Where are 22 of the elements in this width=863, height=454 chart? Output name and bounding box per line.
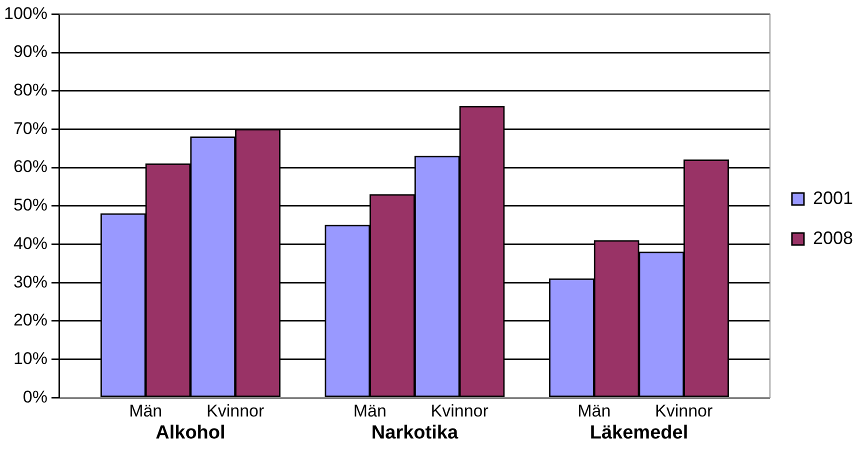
y-tick-label: 20%	[13, 310, 48, 330]
y-tick-label: 60%	[13, 157, 48, 176]
y-tick-label: 30%	[13, 272, 48, 292]
y-tick-label: 10%	[13, 348, 48, 368]
legend-label: 2001	[812, 188, 854, 208]
y-tick-label: 70%	[13, 118, 48, 138]
legend-label: 2008	[812, 228, 854, 248]
y-tick-label: 0%	[22, 387, 48, 406]
y-tick-label: 90%	[13, 42, 48, 62]
y-tick-label: 100%	[4, 4, 48, 23]
x-tick-label: Kvinnor	[430, 401, 489, 420]
x-tick-label: Män	[129, 401, 162, 420]
y-tick-label: 50%	[13, 196, 48, 215]
x-tick-label: Kvinnor	[206, 401, 264, 420]
y-tick-label: 40%	[13, 234, 48, 253]
y-tick-label: 80%	[13, 80, 48, 100]
text: Alkohol	[156, 422, 226, 444]
x-tick-label: Män	[353, 401, 386, 420]
x-tick-label: Kvinnor	[655, 401, 713, 420]
text: Läkemedel	[590, 422, 688, 444]
x-tick-label: Män	[578, 401, 611, 420]
text: Narkotika	[371, 422, 458, 444]
